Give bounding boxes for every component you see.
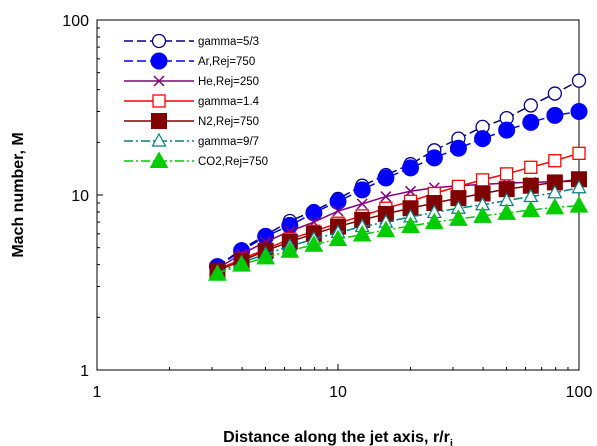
data-point [546, 106, 564, 124]
legend-label: gamma=9/7 [198, 136, 259, 148]
data-point [547, 86, 563, 101]
series-line [217, 187, 580, 274]
data-point [356, 198, 368, 210]
data-point [425, 149, 443, 167]
legend-label: Ar,Rej=750 [198, 56, 255, 68]
x-axis-title: Distance along the jet axis, r/rj [223, 429, 453, 446]
legend-label: N2,Rej=750 [198, 116, 259, 128]
data-point [304, 235, 324, 252]
series-line [217, 204, 580, 275]
data-point [280, 241, 300, 258]
legend-marker [150, 52, 168, 70]
legend-marker [149, 151, 169, 168]
data-point [449, 139, 467, 157]
legend-entry: CO2,Rej=750 [124, 151, 268, 168]
data-point [376, 220, 396, 238]
series-line [217, 110, 580, 268]
data-point [380, 191, 392, 203]
data-point [405, 185, 417, 197]
y-tick-labels: 1 10 100 [62, 13, 89, 380]
data-point [521, 200, 541, 218]
legend-label: gamma=1.4 [198, 96, 260, 108]
y-tick-label: 1 [80, 363, 89, 380]
legend-entry: gamma=1.4 [124, 94, 260, 108]
data-point [449, 209, 468, 226]
data-point [522, 113, 540, 131]
data-point [498, 121, 516, 139]
x-tick-labels: 1 10 100 [93, 384, 593, 401]
data-point [571, 73, 587, 88]
data-point [572, 146, 586, 160]
legend-entry: Ar,Rej=750 [124, 52, 255, 70]
x-tick-label: 10 [329, 384, 347, 401]
data-point [547, 184, 563, 199]
series-line [216, 80, 580, 268]
legend-marker [153, 75, 165, 87]
data-point [232, 255, 251, 272]
data-point [474, 130, 492, 148]
x-tick-label: 100 [566, 384, 593, 401]
y-tick-label: 10 [71, 188, 89, 205]
legend: gamma=5/3 Ar,Rej=750 He,Rej=250 gamma=1.4 N2… [124, 33, 268, 168]
x-axis-title-text: Distance along the jet axis, r/r [223, 429, 450, 446]
data-point [332, 205, 344, 217]
series-layer [208, 73, 589, 281]
data-point [256, 247, 276, 265]
axis-ticks [96, 27, 569, 371]
legend-entry: gamma=9/7 [124, 132, 259, 148]
series-line [217, 152, 580, 271]
data-point [548, 154, 562, 168]
data-point [497, 203, 517, 220]
data-point [570, 103, 588, 121]
data-point [545, 197, 565, 215]
data-point [353, 181, 371, 199]
legend-entry: N2,Rej=750 [124, 113, 259, 129]
data-point [402, 159, 420, 177]
series-line [217, 178, 580, 272]
data-point [401, 216, 420, 234]
y-tick-label: 100 [62, 13, 89, 30]
x-tick-label: 1 [93, 384, 102, 401]
data-point [475, 173, 490, 187]
data-point [329, 192, 347, 210]
data-point [208, 264, 227, 281]
legend-label: He,Rej=250 [198, 76, 259, 88]
data-point [524, 160, 538, 174]
legend-marker [151, 33, 167, 49]
data-point [352, 224, 372, 242]
legend-marker [151, 132, 167, 147]
data-point [569, 196, 589, 213]
legend-marker [151, 113, 167, 129]
legend-marker [152, 94, 166, 108]
data-point [305, 204, 323, 222]
data-point [377, 169, 395, 187]
x-axis-title-subscript: j [449, 438, 453, 446]
legend-label: gamma=5/3 [198, 36, 259, 48]
data-point [500, 167, 514, 181]
y-axis-title: Mach number, M [10, 132, 27, 257]
series-5 [209, 171, 587, 279]
legend-label: CO2,Rej=750 [198, 156, 268, 168]
data-point [571, 179, 587, 194]
series-line [217, 180, 580, 270]
series-2 [208, 103, 588, 276]
legend-entry: gamma=5/3 [124, 33, 259, 49]
data-point [328, 229, 348, 247]
data-point [473, 206, 492, 223]
legend-entry: He,Rej=250 [124, 75, 259, 88]
data-point [523, 98, 538, 113]
data-point [424, 212, 444, 230]
series-7 [208, 196, 589, 281]
